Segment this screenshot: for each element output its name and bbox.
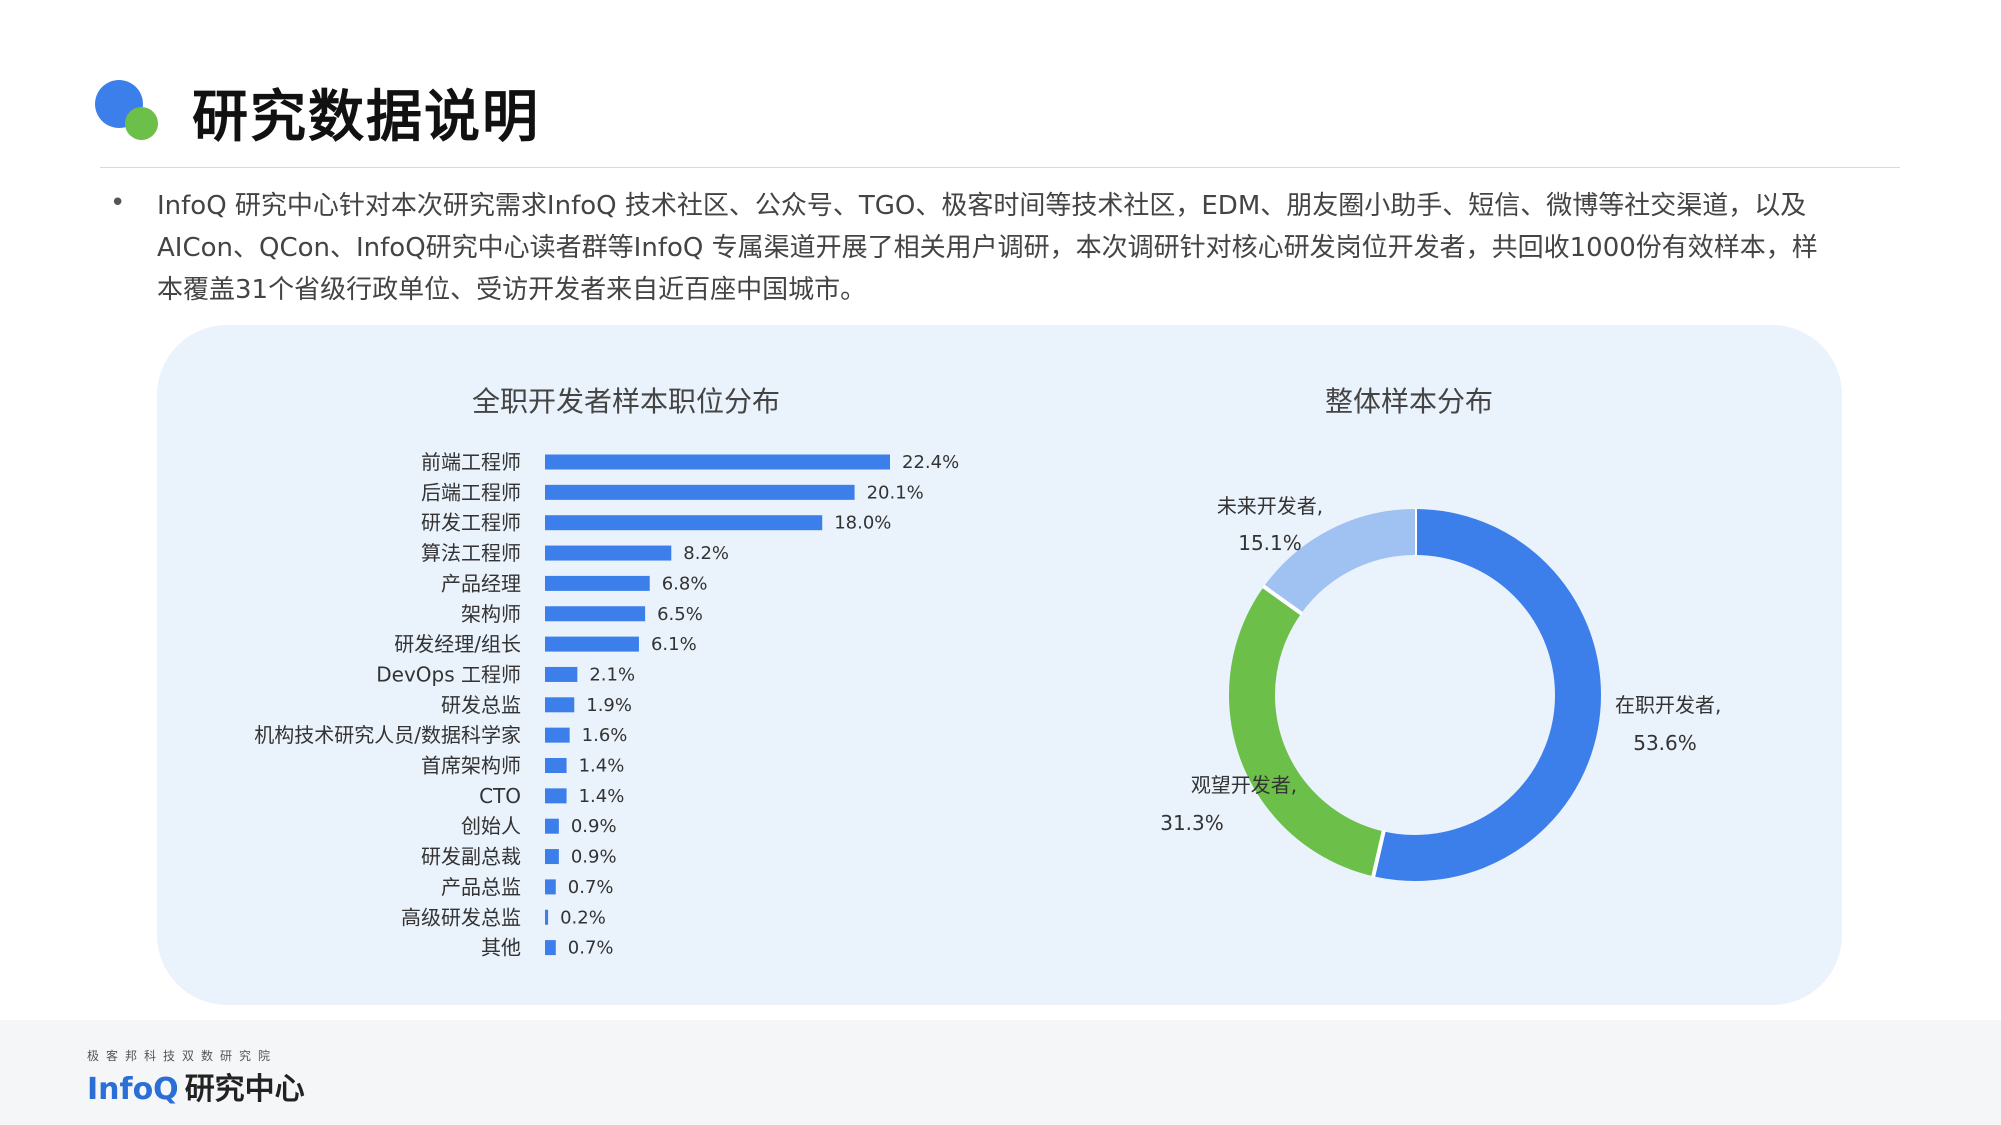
bar bbox=[545, 484, 855, 500]
bar-category-label: 研发经理/组长 bbox=[394, 632, 521, 656]
bar-value-label: 2.1% bbox=[589, 664, 635, 685]
bar bbox=[545, 666, 578, 682]
footer-logo: InfoQ 研究中心 bbox=[87, 1064, 305, 1108]
logo-research-center: 研究中心 bbox=[184, 1072, 305, 1107]
logo-infoq: InfoQ bbox=[87, 1072, 179, 1107]
bar-value-label: 1.4% bbox=[579, 756, 625, 777]
donut-separator bbox=[1371, 830, 1386, 878]
sample-donut-chart: 在职开发者, 53.6% 观望开发者, 31.3% 未来开发者, 15.1% bbox=[1160, 494, 1721, 881]
bar bbox=[545, 758, 567, 773]
bar bbox=[545, 849, 559, 865]
donut-slice-name: 在职开发者, bbox=[1615, 693, 1721, 717]
bar-category-label: 产品总监 bbox=[441, 875, 521, 899]
bar bbox=[545, 909, 549, 925]
bar-category-label: 后端工程师 bbox=[421, 480, 521, 504]
bullet-icon: • bbox=[110, 188, 126, 218]
bar-category-label: CTO bbox=[479, 784, 521, 808]
bar-value-label: 22.4% bbox=[902, 452, 959, 473]
bar-value-label: 6.8% bbox=[662, 573, 708, 594]
title-decoration-icon bbox=[95, 80, 165, 150]
bar-value-label: 0.7% bbox=[568, 877, 614, 898]
donut-separator bbox=[1261, 584, 1304, 616]
title-divider bbox=[100, 167, 1900, 168]
donut-slice-value: 53.6% bbox=[1633, 731, 1697, 755]
donut-slice-name: 观望开发者, bbox=[1191, 773, 1297, 797]
bar-value-label: 1.9% bbox=[586, 695, 632, 716]
intro-paragraph: InfoQ 研究中心针对本次研究需求InfoQ 技术社区、公众号、TGO、极客时… bbox=[157, 191, 1818, 305]
bar bbox=[545, 940, 556, 956]
bar-category-label: 算法工程师 bbox=[421, 541, 521, 565]
bar-category-label: 高级研发总监 bbox=[401, 905, 521, 929]
bar bbox=[545, 818, 559, 834]
bar bbox=[545, 575, 650, 591]
bar bbox=[545, 697, 575, 713]
bar-category-label: DevOps 工程师 bbox=[376, 662, 521, 686]
bar bbox=[545, 636, 639, 652]
green-dot-icon bbox=[125, 107, 158, 140]
bar-value-label: 0.9% bbox=[571, 847, 617, 868]
bar-value-label: 20.1% bbox=[867, 482, 924, 503]
bar bbox=[545, 545, 672, 561]
bar-category-label: 研发工程师 bbox=[421, 511, 521, 535]
bar bbox=[545, 515, 823, 531]
footer-subtitle: 极客邦科技双数研究院 bbox=[87, 1049, 278, 1063]
donut-slice bbox=[1229, 509, 1601, 881]
bar-chart-title: 全职开发者样本职位分布 bbox=[472, 385, 781, 418]
bar bbox=[545, 879, 556, 895]
bar-value-label: 0.7% bbox=[568, 938, 614, 959]
bar-category-label: 创始人 bbox=[461, 814, 521, 838]
bar-value-label: 18.0% bbox=[834, 513, 891, 534]
bar-category-label: 研发副总裁 bbox=[421, 845, 521, 869]
bar-category-label: 架构师 bbox=[461, 602, 521, 626]
bar bbox=[545, 454, 890, 470]
page-title: 研究数据说明 bbox=[192, 85, 540, 150]
bar bbox=[545, 606, 646, 622]
bar-category-label: 首席架构师 bbox=[421, 754, 521, 778]
bar-category-label: 研发总监 bbox=[441, 693, 521, 717]
footer bbox=[0, 1020, 2001, 1125]
donut-slice-name: 未来开发者, bbox=[1217, 494, 1323, 518]
bar-value-label: 1.6% bbox=[582, 725, 628, 746]
bar-value-label: 1.4% bbox=[579, 786, 625, 807]
bar-value-label: 6.5% bbox=[657, 604, 703, 625]
position-bar-chart: 前端工程师 22.4% 后端工程师 20.1% 研发工程师 18.0% 算法工程师 8.2% 产… bbox=[254, 450, 959, 960]
bar-category-label: 前端工程师 bbox=[421, 450, 521, 474]
donut-chart-title: 整体样本分布 bbox=[1325, 385, 1494, 418]
bar-category-label: 其他 bbox=[481, 936, 521, 960]
bar bbox=[545, 727, 570, 743]
bar-category-label: 产品经理 bbox=[441, 571, 521, 595]
donut-slice bbox=[1229, 509, 1601, 881]
bar-value-label: 6.1% bbox=[651, 634, 697, 655]
bar-value-label: 8.2% bbox=[683, 543, 729, 564]
donut-slice-value: 15.1% bbox=[1238, 531, 1302, 555]
bar-value-label: 0.9% bbox=[571, 816, 617, 837]
bar bbox=[545, 788, 567, 804]
bar-value-label: 0.2% bbox=[560, 907, 606, 928]
donut-slice-value: 31.3% bbox=[1160, 811, 1224, 835]
bar-category-label: 机构技术研究人员/数据科学家 bbox=[254, 723, 521, 747]
